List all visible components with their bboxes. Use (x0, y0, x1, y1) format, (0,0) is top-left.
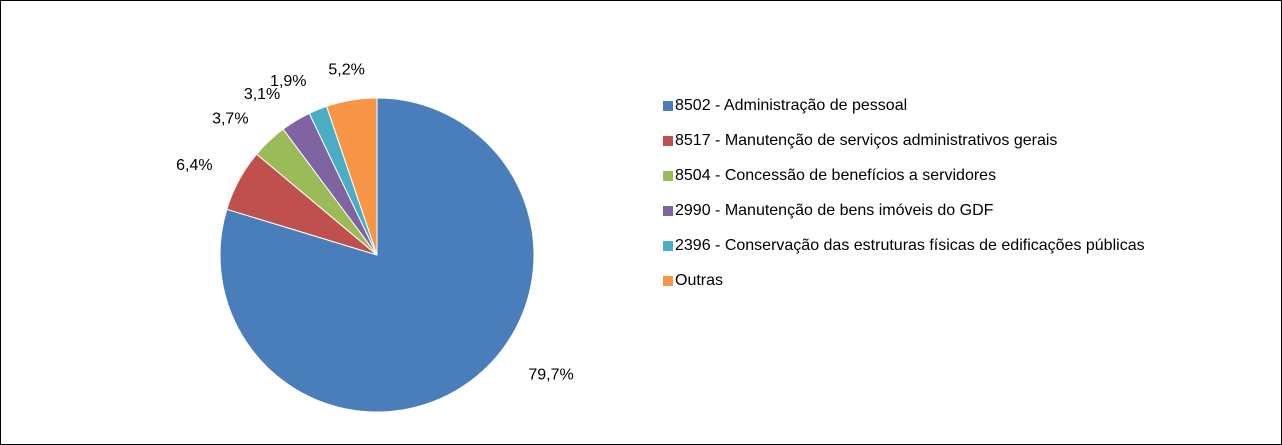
legend-label: 2396 - Conservação das estruturas física… (675, 237, 1145, 254)
legend-label: 8504 - Concessão de benefícios a servido… (675, 167, 996, 184)
data-label: 1,9% (270, 73, 306, 90)
legend-swatch (663, 101, 673, 111)
pie-slice (325, 97, 378, 256)
data-label: 6,4% (176, 157, 212, 174)
data-label: 3,1% (244, 86, 280, 103)
legend-label: 8502 - Administração de pessoal (675, 97, 907, 114)
legend-label: Outras (675, 272, 723, 289)
legend-swatch (663, 276, 673, 286)
data-label: 5,2% (328, 62, 364, 79)
legend-swatch (663, 136, 673, 146)
data-label: 3,7% (212, 110, 248, 127)
legend-label: 8517 - Manutenção de serviços administra… (675, 132, 1057, 149)
legend-swatch (663, 241, 673, 251)
legend-label: 2990 - Manutenção de bens imóveis do GDF (675, 202, 994, 219)
legend-swatch (663, 171, 673, 181)
data-label: 79,7% (528, 366, 573, 383)
legend-swatch (663, 206, 673, 216)
